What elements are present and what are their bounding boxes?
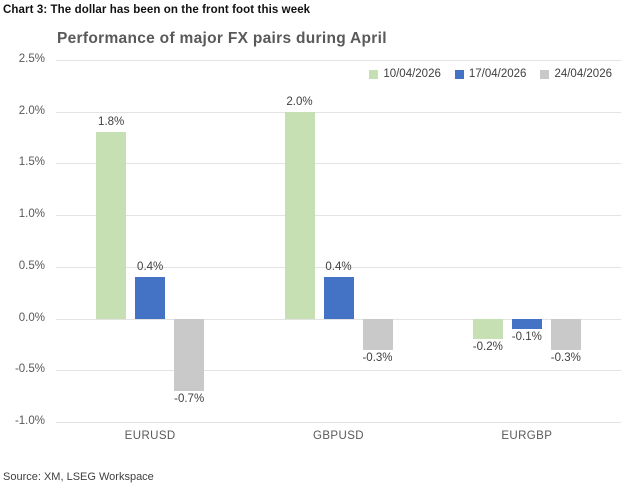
- data-label: 2.0%: [286, 95, 313, 108]
- gridline: [56, 318, 621, 320]
- x-axis: EURUSD GBPUSD EURGBP: [56, 430, 621, 448]
- data-label: 1.8%: [98, 116, 125, 129]
- data-label: -0.2%: [472, 341, 503, 354]
- x-axis-category-label: EURUSD: [124, 430, 176, 442]
- gridline: [56, 60, 621, 61]
- x-axis-category-label: GBPUSD: [313, 430, 364, 442]
- legend-label: 24/04/2026: [554, 68, 612, 80]
- plot-area: 1.8% 0.4% -0.7% 2.0% 0.4% -0.3% -0.2% -0.1% -0.3…: [56, 60, 621, 423]
- data-label: -0.7%: [174, 392, 205, 405]
- bar-eurusd-10-04-2026: [96, 132, 127, 319]
- y-axis-tick-label: -0.5%: [14, 363, 45, 376]
- bar-gbpusd-24-04-2026: [362, 318, 393, 350]
- data-label: 0.4%: [137, 261, 164, 274]
- gridline: [56, 163, 621, 165]
- y-axis: 2.5% 2.0% 1.5% 1.0% 0.5% 0.0% -0.5% -1.0%: [0, 53, 45, 427]
- legend-label: 10/04/2026: [383, 68, 441, 80]
- chart-header: Chart 3: The dollar has been on the fron…: [3, 4, 311, 16]
- data-label: -0.1%: [511, 330, 542, 343]
- legend-label: 17/04/2026: [468, 68, 527, 80]
- y-axis-tick-label: -1.0%: [14, 415, 45, 427]
- y-axis-tick-label: 1.5%: [18, 156, 45, 169]
- legend-item: 10/04/2026: [369, 68, 441, 80]
- legend-swatch-icon: [454, 69, 464, 79]
- bar-eurgbp-24-04-2026: [550, 318, 581, 350]
- legend-swatch-icon: [369, 69, 379, 79]
- data-label: 0.4%: [325, 261, 352, 274]
- gridline: [56, 111, 621, 113]
- bar-eurusd-17-04-2026: [135, 277, 166, 319]
- bar-eurusd-24-04-2026: [174, 318, 205, 391]
- x-axis-category-label: EURGBP: [501, 430, 553, 442]
- data-label: -0.3%: [550, 351, 581, 364]
- y-axis-tick-label: 1.0%: [18, 208, 45, 221]
- legend-swatch-icon: [540, 69, 550, 79]
- y-axis-tick-label: 2.5%: [18, 53, 45, 65]
- bar-gbpusd-10-04-2026: [284, 111, 315, 319]
- y-axis-tick-label: 0.0%: [18, 311, 45, 324]
- gridline: [56, 370, 621, 372]
- bar-gbpusd-17-04-2026: [323, 277, 354, 319]
- bar-eurgbp-17-04-2026: [511, 318, 542, 329]
- source-note: Source: XM, LSEG Workspace: [3, 471, 154, 483]
- legend-item: 17/04/2026: [454, 68, 527, 80]
- gridline: [56, 422, 621, 423]
- chart-legend: 10/04/2026 17/04/2026 24/04/2026: [369, 68, 612, 80]
- gridline: [56, 266, 621, 268]
- y-axis-tick-label: 2.0%: [18, 104, 45, 117]
- y-axis-tick-label: 0.5%: [18, 259, 45, 272]
- chart-title: Performance of major FX pairs during Apr…: [57, 30, 387, 47]
- data-label: -0.3%: [362, 351, 393, 364]
- gridline: [56, 215, 621, 217]
- bar-eurgbp-10-04-2026: [472, 318, 503, 340]
- legend-item: 24/04/2026: [540, 68, 612, 80]
